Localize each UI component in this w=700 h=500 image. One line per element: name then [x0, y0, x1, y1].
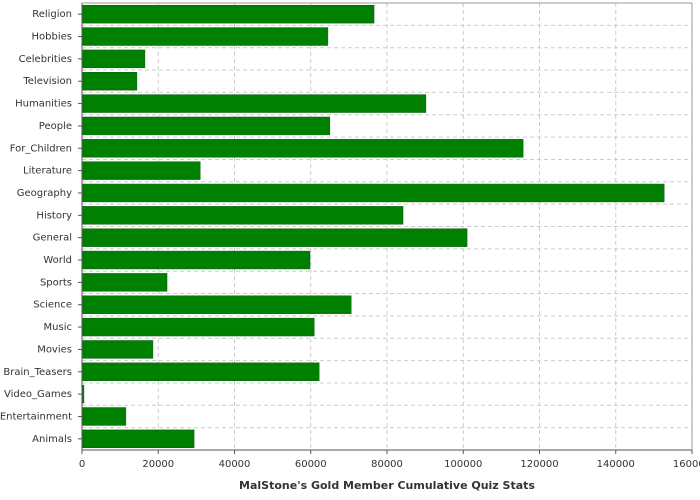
bar [81, 72, 138, 91]
bar [81, 340, 154, 359]
x-tick-label: 0 [79, 459, 85, 470]
bar [81, 4, 375, 24]
bar [81, 49, 146, 69]
x-tick-label: 20000 [142, 459, 174, 470]
y-tick-label: People [39, 121, 72, 132]
bar [81, 183, 665, 203]
y-tick-label: Entertainment [0, 411, 72, 422]
bar [81, 295, 352, 314]
y-tick-label: Brain_Teasers [3, 367, 72, 378]
bar [81, 317, 315, 337]
bar [81, 116, 331, 136]
y-tick-label: Animals [32, 434, 72, 445]
x-tick-label: 120000 [520, 459, 558, 470]
y-tick-label: Television [22, 76, 72, 87]
bar [81, 228, 468, 247]
y-tick-label: Humanities [15, 99, 72, 110]
y-tick-label: Science [33, 300, 72, 311]
y-tick-label: Celebrities [19, 54, 72, 65]
x-tick-label: 80000 [371, 459, 403, 470]
y-tick-label: World [43, 255, 72, 266]
y-tick-label: Music [44, 322, 72, 333]
y-tick-label: Geography [17, 188, 72, 199]
x-tick-label: 160000 [673, 459, 700, 470]
y-tick-label: Religion [32, 9, 72, 20]
bar [81, 206, 404, 225]
y-tick-label: General [33, 233, 72, 244]
y-tick-label: History [36, 210, 72, 221]
x-tick-label: 60000 [295, 459, 327, 470]
y-tick-label: For_Children [10, 143, 72, 154]
bar [81, 429, 195, 449]
bar [81, 273, 168, 292]
bar [81, 94, 427, 113]
bar [81, 27, 329, 46]
bar [81, 139, 524, 158]
x-tick-label: 140000 [597, 459, 635, 470]
y-tick-label: Sports [40, 277, 72, 288]
bar [81, 161, 201, 180]
y-tick-label: Literature [23, 166, 72, 177]
y-tick-label: Movies [37, 344, 72, 355]
y-tick-label: Video_Games [4, 389, 72, 400]
bar [81, 250, 311, 270]
bar [81, 362, 320, 381]
y-tick-label: Hobbies [32, 32, 72, 43]
x-axis-label: MalStone's Gold Member Cumulative Quiz S… [239, 479, 535, 492]
bar [81, 407, 127, 426]
x-tick-label: 100000 [444, 459, 482, 470]
x-tick-label: 40000 [219, 459, 251, 470]
